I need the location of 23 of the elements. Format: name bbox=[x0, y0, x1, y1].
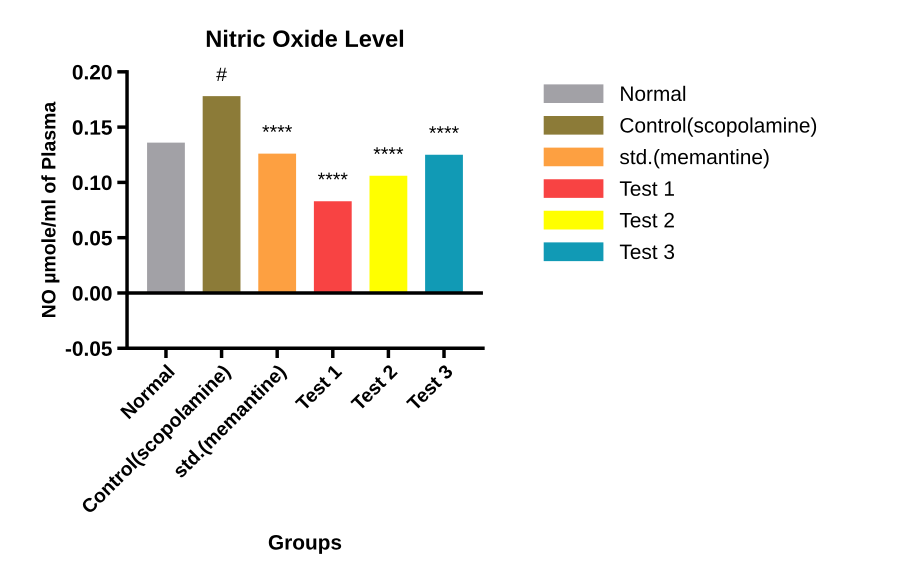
annotation: # bbox=[216, 68, 227, 81]
annotation: **** bbox=[429, 126, 459, 134]
y-tick-label: 0.15 bbox=[72, 120, 112, 135]
x-axis-title: Groups bbox=[268, 534, 342, 554]
x-tick-label: Test 1 bbox=[294, 364, 343, 412]
annotation: **** bbox=[374, 147, 404, 154]
legend-label: Test 2 bbox=[620, 212, 674, 228]
y-axis-title: NO µmole/ml of Plasma bbox=[41, 102, 60, 317]
y-tick-label: 0.05 bbox=[72, 230, 112, 246]
y-tick-label: 0.00 bbox=[72, 286, 112, 301]
x-tick-label: Test 3 bbox=[406, 364, 454, 412]
y-tick-label: -0.05 bbox=[66, 341, 112, 356]
legend-label: Test 3 bbox=[620, 244, 674, 260]
annotation: **** bbox=[262, 125, 292, 132]
x-tick-label: Test 2 bbox=[350, 364, 398, 412]
chart-title: Nitric Oxide Level bbox=[206, 30, 404, 48]
y-tick-label: 0.20 bbox=[72, 64, 112, 80]
legend-label: Normal bbox=[621, 86, 686, 102]
annotation: **** bbox=[318, 172, 348, 180]
legend-label: Control(scopolamine) bbox=[620, 117, 816, 137]
legend-label: std.(memantine) bbox=[620, 149, 769, 168]
legend-label: Test 1 bbox=[620, 181, 674, 196]
y-tick-label: 0.10 bbox=[72, 175, 112, 190]
